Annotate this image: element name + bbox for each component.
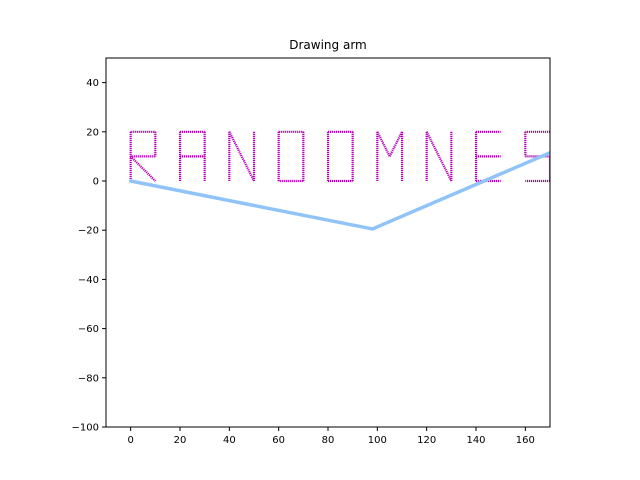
y-tick-label: 20 <box>86 127 99 138</box>
letter-stroke <box>425 131 453 182</box>
y-tick-label: −60 <box>78 324 99 335</box>
letter-a <box>178 130 206 181</box>
letter-m <box>376 131 404 181</box>
letter-stroke <box>376 131 391 157</box>
letter-n <box>425 131 453 182</box>
y-tick-label: 0 <box>93 177 99 188</box>
x-tick-label: 20 <box>174 435 187 446</box>
letter-stroke <box>228 131 255 182</box>
letter-r <box>129 130 157 182</box>
chart-title: Drawing arm <box>289 38 366 52</box>
x-tick-label: 60 <box>272 435 285 446</box>
x-tick-label: 140 <box>466 435 485 446</box>
letter-n <box>228 131 256 182</box>
plot-area <box>128 130 550 231</box>
y-tick-label: 40 <box>86 78 99 89</box>
x-tick-label: 40 <box>223 435 236 446</box>
x-tick-label: 100 <box>368 435 387 446</box>
y-tick-label: −100 <box>72 423 99 434</box>
x-axis: 0 20 40 60 80 100 120 140 160 <box>127 427 535 446</box>
x-tick-label: 120 <box>417 435 436 446</box>
letter-stroke <box>129 155 157 182</box>
letter-o <box>326 130 354 183</box>
x-tick-label: 160 <box>516 435 535 446</box>
x-tick-label: 80 <box>322 435 335 446</box>
drawing-arm <box>128 150 550 231</box>
x-tick-label: 0 <box>127 435 133 446</box>
y-tick-label: −40 <box>78 275 99 286</box>
letter-d <box>277 130 305 183</box>
y-tick-label: −80 <box>78 373 99 384</box>
letter-stroke <box>388 131 403 157</box>
y-tick-label: −20 <box>78 226 99 237</box>
y-axis: −100 −80 −60 −40 −20 0 20 40 <box>72 78 106 434</box>
arm-line <box>128 150 550 231</box>
drawn-letters <box>129 130 550 183</box>
